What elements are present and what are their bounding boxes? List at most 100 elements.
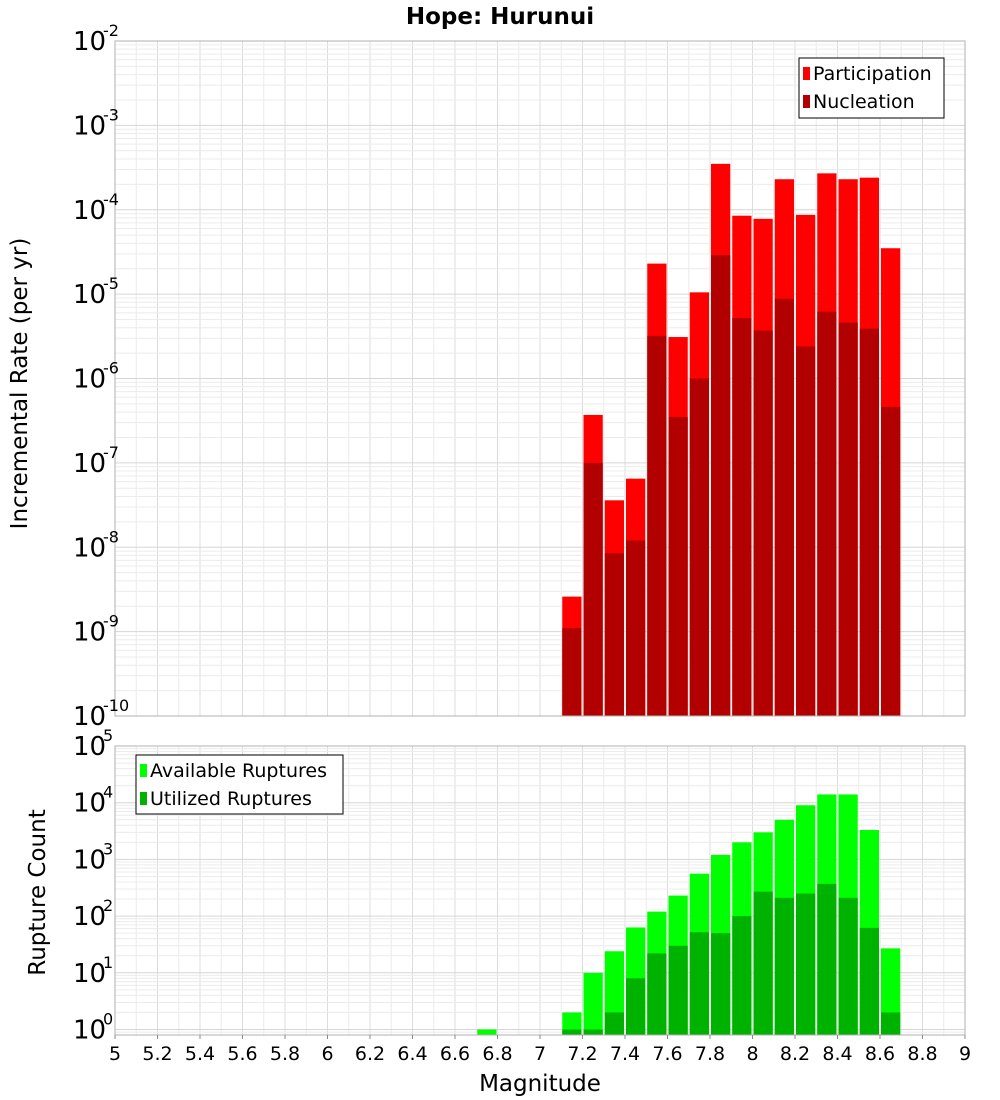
bottom-y-tick-label: 100: [73, 1010, 113, 1046]
bottom-y-tick-label: 104: [73, 783, 113, 819]
x-tick-label: 8.2: [780, 1043, 810, 1065]
bottom-y-tick-label: 103: [73, 839, 113, 875]
bottom-y-tick-base: 10: [73, 1016, 106, 1046]
top-bar-nucleation: [838, 322, 858, 716]
x-tick-label: 7.4: [610, 1043, 640, 1065]
bottom-y-tick-label: 101: [73, 953, 113, 989]
bottom-bar-utilized-ruptures: [774, 897, 794, 1035]
x-tick-label: 6: [321, 1043, 333, 1065]
bottom-legend-label: Utilized Ruptures: [150, 788, 312, 810]
top-y-tick-base: 10: [73, 618, 106, 648]
top-bar-nucleation: [859, 328, 879, 716]
bottom-y-tick-exponent: 1: [103, 953, 113, 972]
bottom-y-tick-exponent: 4: [103, 783, 113, 802]
top-y-tick-exponent: -9: [103, 612, 119, 631]
bottom-bar-utilized-ruptures: [881, 1012, 901, 1035]
bottom-series-1: [562, 883, 901, 1035]
bottom-y-tick-exponent: 0: [103, 1010, 113, 1029]
bottom-bar-available-ruptures: [562, 1012, 582, 1035]
top-legend-label: Nucleation: [813, 91, 915, 113]
top-y-tick-exponent: -6: [103, 359, 119, 378]
top-bar-nucleation: [732, 318, 752, 716]
bottom-legend-label: Available Ruptures: [150, 760, 327, 782]
bottom-bar-utilized-ruptures: [796, 893, 816, 1035]
top-legend-box: [798, 57, 945, 119]
chart-title: Hope: Hurunui: [406, 4, 594, 30]
top-bar-nucleation: [604, 553, 624, 716]
x-tick-label: 6.2: [355, 1043, 385, 1065]
bottom-legend-swatch: [140, 792, 147, 805]
top-legend-swatch: [803, 95, 810, 108]
bottom-bar-utilized-ruptures: [604, 1012, 624, 1035]
x-tick-label: 9: [959, 1043, 971, 1065]
x-tick-label: 8.8: [907, 1043, 937, 1065]
top-bar-nucleation: [817, 311, 837, 716]
top-y-tick-base: 10: [73, 365, 106, 395]
top-bar-nucleation: [668, 416, 688, 716]
x-tick-label: 7: [534, 1043, 546, 1065]
top-y-tick-label: 10-7: [73, 443, 119, 479]
bottom-legend-box: [135, 754, 344, 815]
bottom-bar-available-ruptures: [583, 972, 603, 1035]
top-bar-nucleation: [562, 628, 582, 716]
x-tick-label: 8.6: [865, 1043, 895, 1065]
x-tick-label: 8.4: [822, 1043, 852, 1065]
x-tick-label: 7.6: [652, 1043, 682, 1065]
bottom-bar-utilized-ruptures: [647, 953, 667, 1035]
bottom-y-tick-exponent: 2: [103, 896, 113, 915]
top-y-tick-label: 10-10: [73, 696, 129, 732]
top-y-tick-exponent: -2: [103, 21, 119, 40]
top-grid: [114, 40, 966, 717]
bottom-y-tick-base: 10: [73, 845, 106, 875]
bottom-bar-utilized-ruptures: [732, 916, 752, 1035]
top-y-tick-label: 10-2: [73, 21, 119, 57]
bottom-bar-utilized-ruptures: [838, 897, 858, 1035]
top-bar-nucleation: [689, 378, 709, 716]
bottom-y-tick-base: 10: [73, 789, 106, 819]
bottom-bar-utilized-ruptures: [583, 1029, 603, 1035]
top-y-tick-exponent: -5: [103, 274, 119, 293]
top-y-tick-base: 10: [73, 111, 106, 141]
bottom-legend: Available Ruptures Utilized Ruptures: [135, 754, 344, 815]
top-y-tick-exponent: -8: [103, 527, 119, 546]
top-legend-label: Participation: [813, 63, 932, 85]
x-tick-label: 5.2: [142, 1043, 172, 1065]
x-tick-label: 8: [746, 1043, 758, 1065]
top-bar-nucleation: [753, 330, 773, 716]
bottom-bar-utilized-ruptures: [859, 927, 879, 1035]
x-tick-label: 6.8: [482, 1043, 512, 1065]
bottom-y-axis-label: Rupture Count: [25, 809, 51, 975]
top-legend: Participation Nucleation: [798, 57, 945, 119]
top-bar-nucleation: [711, 255, 731, 716]
top-bar-nucleation: [774, 298, 794, 716]
bottom-bar-utilized-ruptures: [562, 1029, 582, 1035]
bottom-bar-utilized-ruptures: [626, 978, 646, 1035]
top-y-tick-base: 10: [73, 27, 106, 57]
top-y-tick-exponent: -4: [103, 190, 119, 209]
top-series-1: [562, 255, 901, 716]
bottom-bar-utilized-ruptures: [753, 891, 773, 1035]
bottom-y-tick-exponent: 5: [103, 726, 113, 745]
bottom-bar-utilized-ruptures: [668, 945, 688, 1035]
x-tick-label: 5: [109, 1043, 121, 1065]
top-y-tick-base: 10: [73, 702, 106, 732]
top-bar-nucleation: [583, 462, 603, 716]
x-tick-label: 6.4: [397, 1043, 427, 1065]
top-y-tick-base: 10: [73, 449, 106, 479]
top-y-tick-label: 10-4: [73, 190, 119, 226]
top-y-axis-label: Incremental Rate (per yr): [7, 238, 33, 530]
x-tick-label: 6.6: [440, 1043, 470, 1065]
x-tick-label: 7.2: [567, 1043, 597, 1065]
bottom-y-tick-exponent: 3: [103, 839, 113, 858]
top-y-tick-label: 10-5: [73, 274, 119, 310]
bottom-bar-utilized-ruptures: [689, 932, 709, 1035]
x-tick-label: 5.6: [227, 1043, 257, 1065]
bottom-bar-utilized-ruptures: [817, 883, 837, 1035]
x-tick-label: 5.8: [270, 1043, 300, 1065]
top-bar-nucleation: [647, 335, 667, 716]
top-y-tick-exponent: -3: [103, 105, 119, 124]
bottom-bar-utilized-ruptures: [711, 933, 731, 1035]
top-bar-nucleation: [881, 406, 901, 716]
